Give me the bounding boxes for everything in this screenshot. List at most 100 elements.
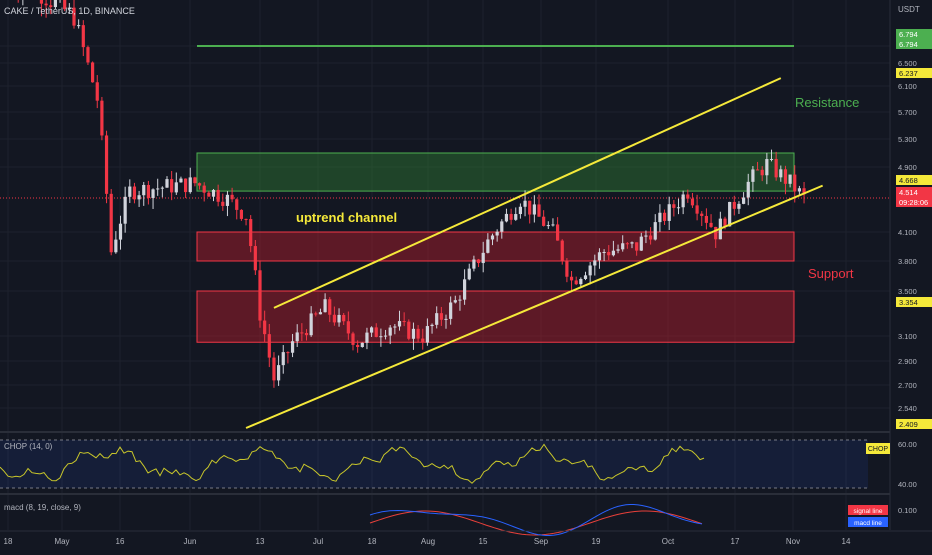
candle [165, 179, 169, 188]
candle [653, 222, 657, 240]
candle [621, 243, 625, 250]
candle [649, 235, 653, 240]
time-label: May [54, 537, 69, 546]
candle [742, 197, 746, 204]
candle [77, 25, 81, 27]
time-label: Jun [184, 537, 197, 546]
candle [416, 328, 420, 339]
price-badge-text: 6.794 [899, 40, 918, 49]
macd-badge [848, 517, 888, 527]
macd-line [369, 504, 703, 536]
candle [239, 209, 243, 219]
candle [509, 213, 513, 220]
time-axis[interactable]: 18 May 16 Jun 13 Jul 18 Aug 15 Sep 19 Oct 17 Nov 14 [0, 530, 932, 546]
channel-upper-line[interactable] [273, 77, 782, 309]
candle [476, 259, 481, 264]
candle [695, 205, 699, 214]
candle [681, 194, 685, 208]
price-badge-text: 2.409 [899, 420, 918, 429]
candle [746, 181, 750, 198]
candle [751, 169, 755, 182]
candle [779, 169, 783, 178]
candle [797, 188, 801, 192]
candle [253, 246, 257, 271]
candle [221, 201, 225, 206]
candle [793, 174, 797, 192]
candle [44, 3, 48, 6]
candle [207, 192, 211, 197]
candle [569, 276, 574, 281]
time-label: 14 [842, 537, 851, 546]
candle [295, 332, 299, 342]
candle [783, 169, 788, 184]
candle [286, 352, 290, 354]
channel-label: uptrend channel [296, 210, 397, 225]
channel-lower-line[interactable] [245, 184, 824, 429]
price-badge-text: 4.668 [899, 176, 918, 185]
candle [425, 326, 429, 343]
time-label: 13 [256, 537, 265, 546]
candle [597, 252, 602, 261]
candle [118, 223, 123, 240]
candle [314, 313, 318, 315]
candle [635, 242, 639, 251]
candle [616, 249, 620, 251]
candle [709, 222, 713, 227]
candle [142, 184, 146, 196]
candle [67, 7, 71, 10]
time-label: Aug [421, 537, 435, 546]
resistance-label: Resistance [795, 95, 859, 110]
candle [272, 357, 276, 381]
candle [63, 0, 67, 10]
candle [579, 278, 583, 285]
candle [565, 260, 569, 277]
candle [481, 252, 485, 264]
candle [309, 313, 313, 336]
time-label: 19 [592, 537, 601, 546]
candle [267, 334, 271, 358]
time-label: 16 [116, 537, 125, 546]
candle [197, 183, 202, 186]
candle [611, 250, 615, 256]
candle [95, 82, 99, 101]
candle [100, 100, 104, 136]
candle [472, 259, 476, 269]
chop-label: CHOP (14, 0) [4, 442, 53, 451]
candle [356, 344, 360, 348]
candle [202, 185, 206, 193]
candle [39, 0, 44, 4]
price-badge-text: 3.354 [899, 298, 918, 307]
candle [760, 169, 764, 176]
price-tick: 3.500 [898, 287, 917, 296]
candle [546, 225, 550, 227]
chop-badge-text: CHOP [868, 446, 889, 453]
price-axis[interactable]: USDT 6.500 6.100 5.700 5.300 4.900 4.100 3.800… [889, 0, 932, 550]
candle [225, 194, 230, 206]
candle [53, 0, 57, 8]
candle [523, 200, 527, 207]
candle [690, 198, 695, 206]
candle [109, 193, 113, 253]
price-tick: 4.900 [898, 163, 917, 172]
price-tick: 2.700 [898, 381, 917, 390]
candle [72, 7, 76, 26]
price-badge [896, 175, 932, 185]
candle [435, 313, 439, 325]
candle [170, 179, 174, 193]
candle [411, 328, 416, 339]
signal-line [369, 510, 703, 536]
price-badge [896, 68, 932, 78]
candle [277, 365, 281, 381]
candle [230, 194, 234, 200]
candle [318, 312, 323, 315]
price-badge [896, 29, 932, 39]
support-zone-upper [196, 231, 795, 262]
candle [397, 321, 402, 327]
candle [723, 218, 727, 227]
candle [281, 352, 285, 366]
price-tick: 6.100 [898, 82, 917, 91]
time-label: Jul [313, 537, 323, 546]
